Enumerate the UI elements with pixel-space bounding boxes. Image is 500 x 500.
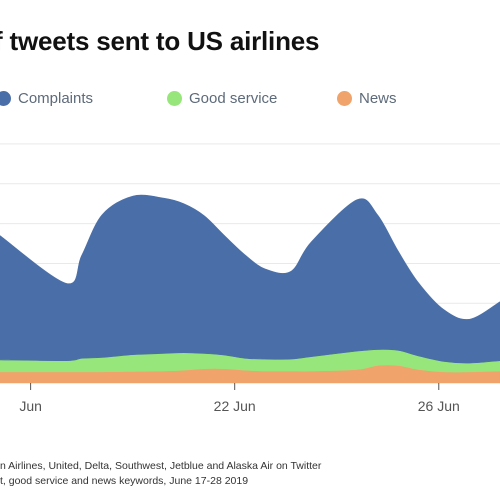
chart-title: f tweets sent to US airlines: [0, 26, 320, 56]
x-tick-label: Jun: [19, 398, 42, 414]
source-note: n Airlines, United, Delta, Southwest, Je…: [0, 459, 321, 489]
stacked-area-chart: Jun 22 Jun 26 Jun: [0, 143, 500, 414]
legend: Complaints Good service News: [0, 90, 500, 114]
x-tick-label: 26 Jun: [418, 398, 460, 414]
x-tick-label: 22 Jun: [214, 398, 256, 414]
area-complaints: [0, 194, 500, 364]
legend-swatch-good-service: [167, 91, 182, 106]
legend-label-good-service: Good service: [189, 90, 278, 107]
legend-label-news: News: [359, 90, 397, 107]
source-line-2: t, good service and news keywords, June …: [0, 475, 249, 487]
legend-swatch-news: [337, 91, 352, 106]
legend-item-complaints: Complaints: [0, 90, 93, 107]
legend-label-complaints: Complaints: [18, 90, 94, 107]
legend-swatch-complaints: [0, 91, 11, 106]
legend-item-good-service: Good service: [167, 90, 277, 107]
legend-item-news: News: [337, 90, 397, 107]
source-line-1: n Airlines, United, Delta, Southwest, Je…: [0, 460, 322, 472]
